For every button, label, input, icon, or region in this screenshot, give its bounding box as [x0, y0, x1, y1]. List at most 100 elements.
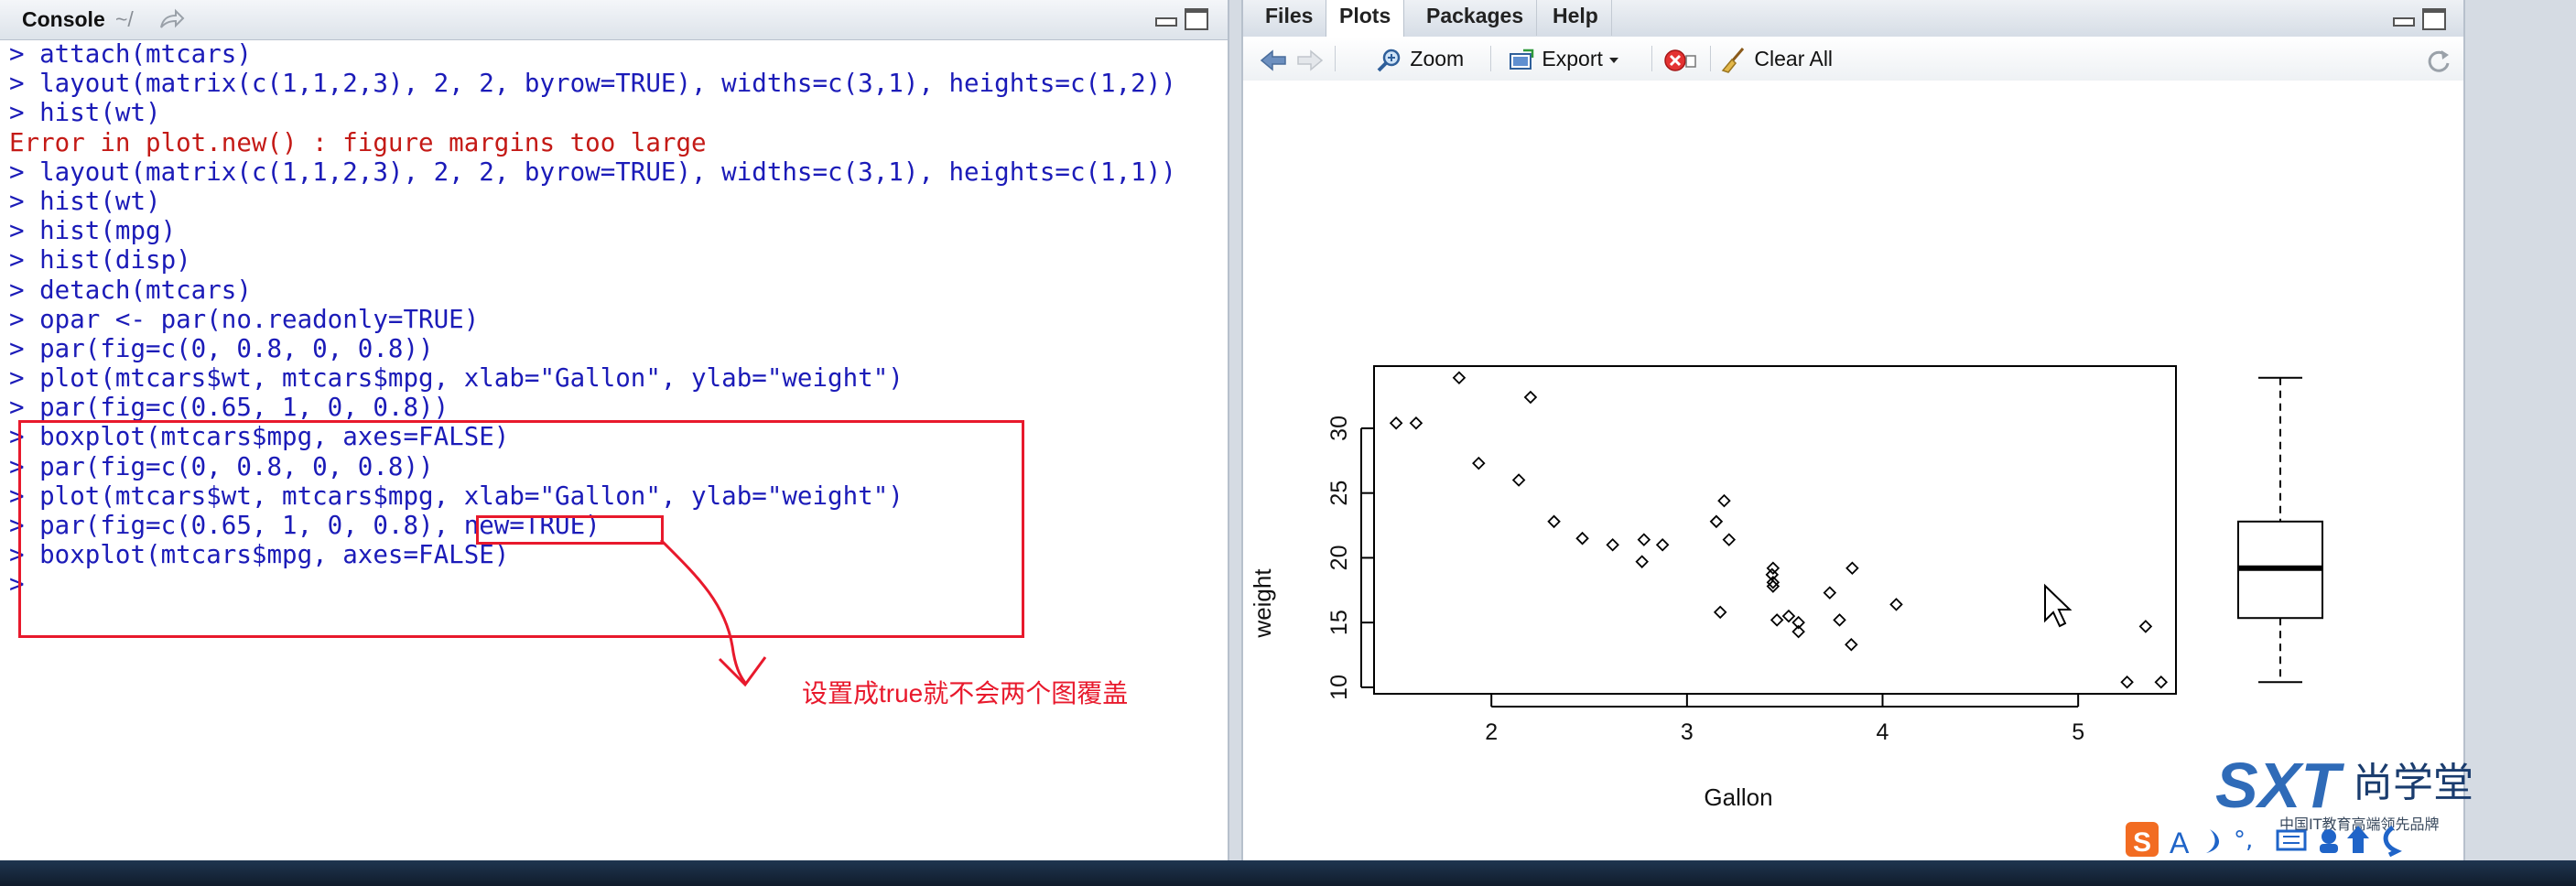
scatter-point [1823, 586, 1837, 600]
console-line: > hist(mpg) [9, 216, 177, 246]
tab-plots[interactable]: Plots [1326, 0, 1405, 38]
console-line: > boxplot(mtcars$mpg, axes=FALSE) [9, 422, 510, 452]
scatter-point [1845, 561, 1859, 576]
refresh-icon[interactable] [2424, 42, 2453, 75]
toolbar-separator [1490, 46, 1491, 71]
console-line: > hist(disp) [9, 245, 191, 276]
remove-plot-icon [1664, 49, 1696, 71]
zoom-icon [1377, 49, 1401, 72]
scatter-point [1722, 533, 1737, 546]
plots-pane: Files Plots Packages Help Zoom Export [1241, 0, 2465, 860]
punct-icon[interactable]: °, [2234, 827, 2253, 854]
watermark-name: 尚学堂 [2353, 760, 2473, 806]
zoom-label: Zoom [1410, 47, 1465, 70]
console-line: > par(fig=c(0, 0.8, 0, 0.8)) [9, 451, 434, 481]
ime-mode-icon[interactable]: A [2170, 827, 2190, 859]
remove-plot-button[interactable] [1662, 42, 1699, 75]
x-axis-label: Gallon [1704, 783, 1772, 811]
console-output[interactable]: > attach(mtcars) > layout(matrix(c(1,1,2,… [9, 39, 1228, 860]
tab-strip: Files Plots Packages Help [1243, 0, 2463, 38]
console-line: > par(fig=c(0.65, 1, 0, 0.8)) [9, 393, 449, 423]
scatter-point [1791, 624, 1805, 639]
toolbar-separator [1651, 46, 1652, 71]
y-tick-label: 25 [1326, 481, 1352, 506]
scatter-point [1781, 609, 1796, 623]
zoom-button[interactable]: Zoom [1375, 42, 1464, 75]
console-line: > attach(mtcars) [9, 39, 252, 69]
y-tick-label: 15 [1326, 610, 1352, 635]
toolbar-separator [1335, 46, 1336, 71]
taskbar [0, 860, 2576, 886]
tab-help[interactable]: Help [1540, 0, 1612, 36]
scatter-point [1766, 561, 1780, 576]
x-tick-label: 2 [1485, 719, 1498, 745]
clear-all-label: Clear All [1754, 47, 1834, 70]
back-arrow-icon[interactable] [1258, 42, 1289, 75]
wrench-icon[interactable] [2383, 825, 2402, 858]
minimize-icon[interactable] [1155, 17, 1177, 27]
scatter-point [1606, 537, 1619, 552]
y-axis-label: weight [1249, 568, 1276, 639]
annotation-highlight-new-true [476, 515, 664, 545]
upload-icon[interactable] [2347, 826, 2369, 853]
x-tick-label: 3 [1681, 719, 1694, 745]
moon-icon[interactable] [2206, 829, 2220, 853]
console-line: > hist(wt) [9, 98, 161, 128]
ime-toolbar: S A °, [2122, 818, 2488, 860]
user-icon[interactable] [2322, 829, 2336, 844]
plot-canvas: 2 3 4 5 10 15 20 25 30 Gallon weight [1249, 365, 2323, 811]
sogou-ime-icon[interactable] [2126, 822, 2159, 857]
console-line: > opar <- par(no.readonly=TRUE) [9, 304, 480, 334]
toolbar-separator [1710, 46, 1711, 71]
export-icon [1510, 49, 1534, 70]
maximize-icon[interactable] [1185, 8, 1208, 30]
watermark-tagline: 中国IT教育高端领先品牌 [2279, 816, 2440, 833]
console-line: > plot(mtcars$wt, mtcars$mpg, xlab="Gall… [9, 481, 904, 511]
keyboard-icon[interactable] [2276, 829, 2307, 851]
scatter-point [1389, 416, 1403, 430]
scatter-point [1717, 493, 1731, 508]
clear-all-button[interactable]: Clear All [1719, 42, 1833, 75]
console-line: > layout(matrix(c(1,1,2,3), 2, 2, byrow=… [9, 157, 1176, 187]
console-working-dir: ~/ [115, 7, 134, 31]
forward-arrow-icon[interactable] [1294, 42, 1326, 75]
plot-toolbar: Zoom Export Clear All [1243, 37, 2463, 81]
export-label: Export [1542, 47, 1603, 70]
scatter-point [1766, 576, 1780, 589]
scatter-point [1766, 579, 1780, 593]
scatter-point [1791, 615, 1805, 630]
console-window-buttons [1155, 8, 1210, 30]
scatter-point [1472, 456, 1486, 470]
scatter-point [1845, 637, 1858, 652]
plot-frame [1373, 365, 2177, 695]
scatter-point [1635, 555, 1649, 568]
tab-files[interactable]: Files [1252, 0, 1327, 36]
scatter-point [1713, 605, 1727, 620]
scatter-point [1511, 473, 1526, 487]
goto-dir-icon[interactable] [157, 7, 185, 31]
minimize-icon[interactable] [2393, 17, 2415, 27]
scatter-point [1655, 537, 1670, 552]
export-menu-button[interactable]: Export [1507, 42, 1619, 75]
console-pane: Console ~/ > attach(mtcars) > layout(matr… [0, 0, 1229, 860]
console-line: > par(fig=c(0, 0.8, 0, 0.8)) [9, 333, 434, 363]
watermark-brand: SXT [2215, 751, 2344, 821]
y-tick-label: 10 [1326, 675, 1352, 700]
watermark: SXT 尚学堂 中国IT教育高端领先品牌 [2215, 750, 2481, 833]
broom-icon [1721, 47, 1745, 73]
console-title: Console [22, 7, 105, 31]
svg-text:S: S [2133, 827, 2151, 858]
plot-area: 2 3 4 5 10 15 20 25 30 Gallon weight [1243, 81, 2463, 860]
scatter-point [2154, 675, 2169, 689]
scatter-point [1547, 514, 1561, 529]
tab-packages[interactable]: Packages [1413, 0, 1538, 36]
mouse-cursor-icon [2044, 583, 2073, 628]
scatter-point [1575, 531, 1589, 546]
y-tick-label: 20 [1326, 546, 1352, 571]
maximize-icon[interactable] [2422, 8, 2446, 30]
console-line: > detach(mtcars) [9, 275, 252, 305]
y-tick-label: 30 [1326, 416, 1352, 441]
console-header: Console ~/ [0, 0, 1228, 40]
scatter-point [1637, 533, 1651, 546]
x-tick-label: 4 [1877, 719, 1889, 745]
